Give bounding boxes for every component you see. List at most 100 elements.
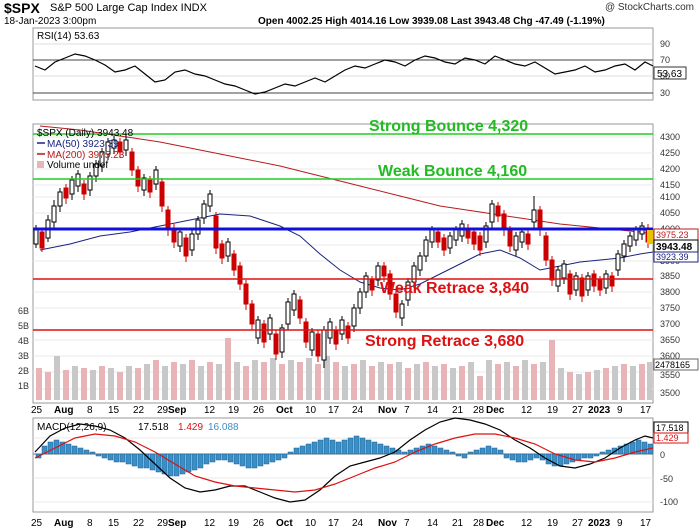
last-price-badge: 3943.48 [656,242,693,253]
price-tick: 3850 [660,271,680,281]
weak-bounce-label: Weak Bounce 4,160 [378,163,527,180]
macd-signal-value: 1.429 [178,422,203,433]
signal-line [34,433,654,493]
x-label: 14 [427,518,439,529]
x-label: 15 [108,518,120,529]
x-axis-mid: 25 Aug 8 15 22 29 Sep 12 19 26 Oct 10 17… [31,405,652,416]
volume-tick: 4B [18,336,29,346]
macd-panel: MACD(12,26,9) 17.518 1.429 16.088 17.518… [32,417,689,513]
x-label: 27 [572,405,584,416]
x-label: 12 [204,518,216,529]
price-tick: 3750 [660,303,680,313]
rsi-tick: 50 [660,71,670,81]
x-label: 10 [305,405,317,416]
rsi-line [34,53,654,95]
rsi-label: RSI(14) 53.63 [37,31,100,42]
volume-tick: 2B [18,366,29,376]
x-label: 27 [572,518,584,529]
volume-bars [36,338,652,400]
ohlc-summary: Open 4002.25 High 4014.16 Low 3939.08 La… [258,16,605,27]
x-label: 2023 [588,405,611,416]
price-tick: 3500 [660,388,680,398]
price-tick: 4150 [660,180,680,190]
weak-retrace-label: Weak Retrace 3,840 [380,280,529,297]
x-label: 19 [547,518,559,529]
x-label: 28 [473,518,485,529]
price-panel: Strong Bounce 4,320 Weak Bounce 4,160 We… [18,118,699,404]
x-label: 10 [305,518,317,529]
volume-tick: 5B [18,321,29,331]
x-label: 21 [452,405,464,416]
macd-histogram [35,435,654,477]
x-label: 7 [404,405,410,416]
x-label: 25 [31,405,43,416]
x-label: 24 [352,518,364,529]
x-label: 19 [228,405,240,416]
x-label: 17 [640,405,652,416]
volume-tick: 6B [18,306,29,316]
macd-value: 17.518 [138,422,169,433]
copyright: @ StockCharts.com [604,2,694,13]
x-label: 17 [640,518,652,529]
x-label: 17 [328,405,340,416]
rsi-value-badge: 53.63 [657,69,682,80]
price-tick: 4100 [660,192,680,202]
x-label: Aug [54,405,73,416]
x-label: 26 [253,405,265,416]
x-label: 8 [87,518,93,529]
volume-tick: 3B [18,351,29,361]
legend-ma200: MA(200) 3975.23 [47,150,125,161]
volume-tick: 1B [18,381,29,391]
price-tick: 3550 [660,370,680,380]
x-label: 7 [404,518,410,529]
price-tick: 3600 [660,351,680,361]
x-label: 22 [133,405,145,416]
macd-tick: -50 [660,474,673,484]
ma50-badge: 3923.39 [656,252,689,262]
x-label: Sep [168,518,186,529]
x-label: 15 [108,405,120,416]
x-label: 2023 [588,518,611,529]
x-label: 29 [157,518,169,529]
price-legend-title: $SPX (Daily) 3943.48 [37,128,134,139]
price-tick: 4300 [660,132,680,142]
x-label: 24 [352,405,364,416]
price-tick: 4200 [660,164,680,174]
price-tick: 3650 [660,335,680,345]
legend-ma50: MA(50) 3923.39 [47,139,119,150]
x-label: 22 [133,518,145,529]
strong-bounce-label: Strong Bounce 4,320 [369,118,528,135]
x-label: Oct [276,518,293,529]
x-label: 12 [521,405,533,416]
rsi-tick: 30 [660,88,670,98]
strong-retrace-label: Strong Retrace 3,680 [365,333,524,350]
x-label: Aug [54,518,73,529]
price-tick: 3800 [660,287,680,297]
rsi-tick: 90 [660,39,670,49]
rsi-tick: 70 [660,55,670,65]
chart-date: 18-Jan-2023 3:00pm [4,16,97,27]
signal-badge: 1.429 [656,433,679,443]
x-label: 12 [204,405,216,416]
x-label: Dec [486,518,505,529]
macd-hist-value: 16.088 [208,422,239,433]
macd-badge: 17.518 [656,423,684,433]
x-axis-bottom: 25 Aug 8 15 22 29 Sep 12 19 26 Oct 10 17… [31,518,652,529]
x-label: 8 [87,405,93,416]
volume-badge: 2478165 [655,360,690,370]
price-tick: 3700 [660,319,680,329]
ma200-line [39,125,654,235]
candles [33,134,651,368]
x-label: 14 [427,405,439,416]
macd-tick: 0 [660,450,665,460]
x-label: 19 [547,405,559,416]
x-label: 26 [253,518,265,529]
x-label: 19 [228,518,240,529]
x-label: Dec [486,405,505,416]
symbol-description: S&P 500 Large Cap Index INDX [50,2,207,14]
x-label: 17 [328,518,340,529]
x-label: 25 [31,518,43,529]
macd-line [34,417,654,503]
rsi-panel: RSI(14) 53.63 53.63 90 70 50 30 [32,27,687,101]
